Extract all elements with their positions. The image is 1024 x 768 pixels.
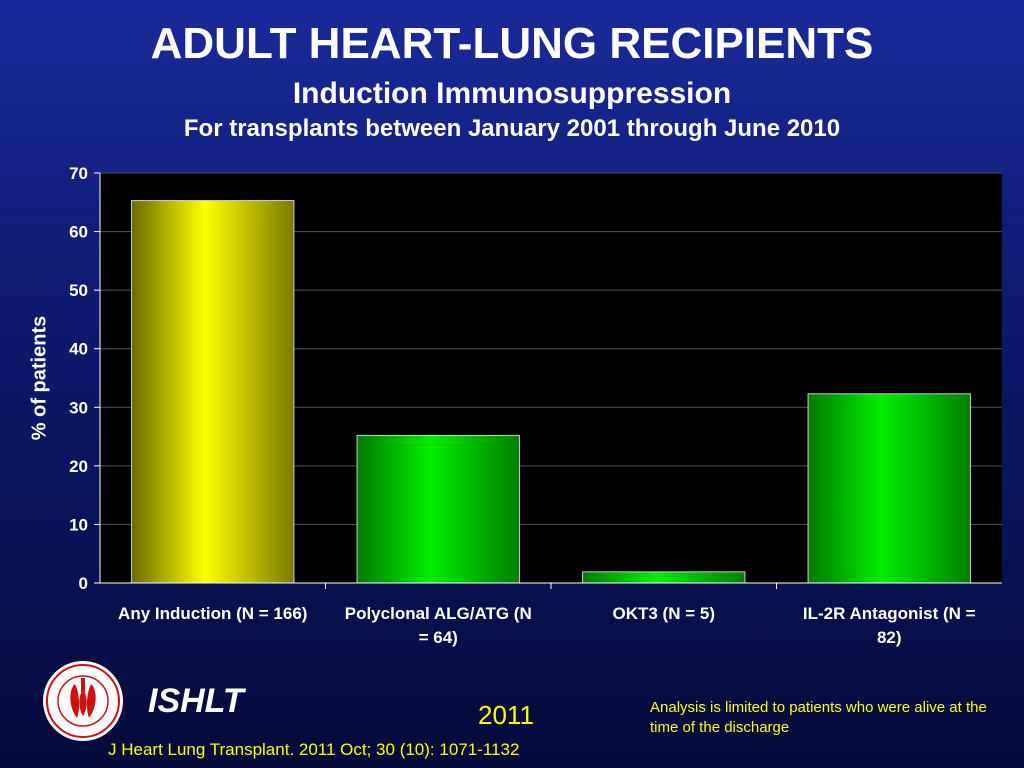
y-tick-label: 40	[69, 340, 88, 359]
bar-0	[131, 200, 295, 584]
date-range-subtitle: For transplants between January 2001 thr…	[183, 115, 841, 142]
y-tick-label: 50	[69, 281, 88, 300]
page-subtitle: Induction Immunosuppression	[292, 77, 732, 110]
y-tick-label: 60	[69, 223, 88, 242]
bar-1	[356, 434, 520, 584]
y-tick-label: 0	[79, 574, 88, 593]
x-category-label: Polyclonal ALG/ATG (N = 64)	[344, 604, 532, 647]
y-tick-label: 20	[69, 457, 88, 476]
bar-3	[807, 393, 971, 584]
x-category-label: Any Induction (N = 166)	[118, 604, 308, 623]
page-title: ADULT HEART-LUNG RECIPIENTS	[150, 19, 874, 68]
y-tick-label: 70	[69, 164, 88, 183]
y-tick-label: 30	[69, 398, 88, 417]
analysis-note: Analysis is limited to patients who were…	[650, 699, 987, 736]
bar-2	[582, 571, 746, 584]
citation: J Heart Lung Transplant. 2011 Oct; 30 (1…	[108, 740, 520, 759]
x-category-label: OKT3 (N = 5)	[612, 604, 716, 623]
y-axis-label: % of patients	[28, 315, 51, 441]
x-category-label: IL-2R Antagonist (N = 82)	[802, 604, 976, 647]
brand-name: ISHLT	[148, 682, 244, 720]
y-tick-label: 10	[69, 515, 88, 534]
year-label: 2011	[478, 700, 534, 730]
ishlt-logo	[43, 661, 123, 741]
